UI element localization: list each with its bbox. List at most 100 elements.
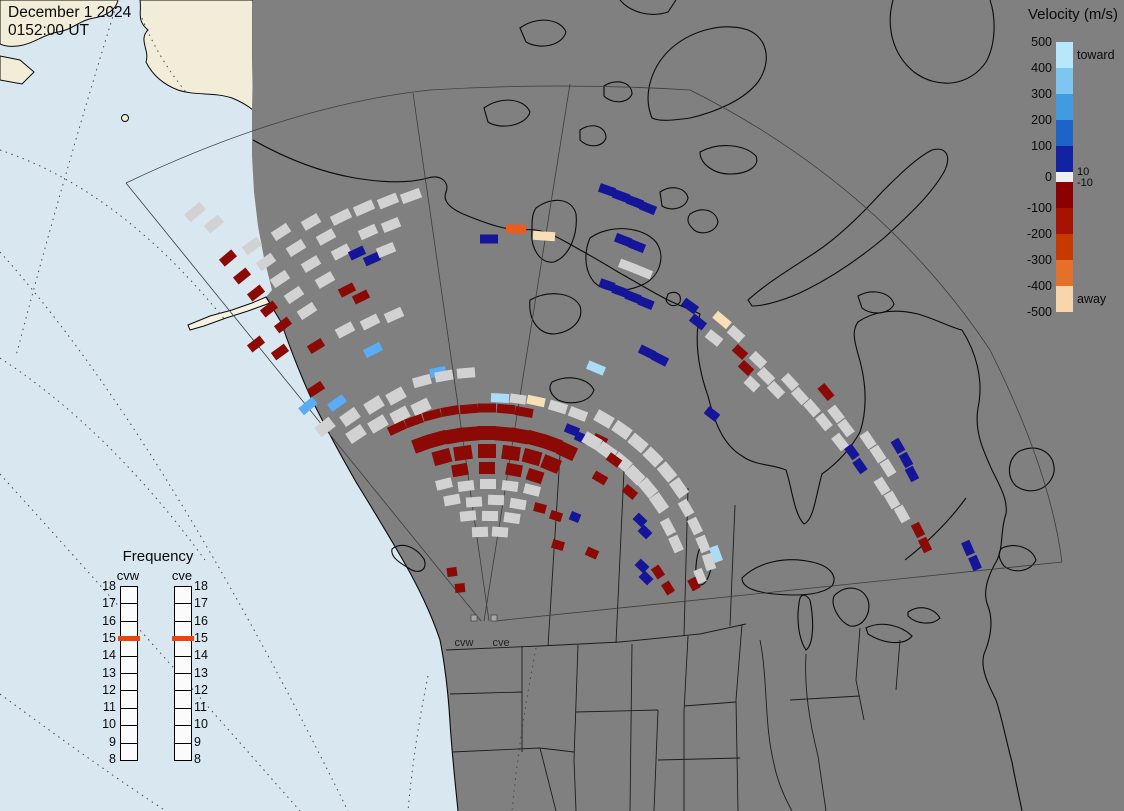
velocity-cell (627, 238, 647, 254)
velocity-cell (910, 521, 926, 539)
colorbar-segment (1056, 182, 1073, 208)
lake-erie (865, 623, 913, 644)
velocity-cell (480, 479, 496, 489)
velocity-cell (632, 264, 654, 280)
frequency-bar (174, 586, 192, 761)
velocity-cell (898, 451, 914, 469)
velocity-cell (246, 284, 266, 302)
baffin-island (747, 148, 949, 307)
velocity-cell (748, 350, 768, 370)
velocity-cell (634, 558, 650, 574)
velocity-cell (478, 444, 496, 458)
lake-michigan (797, 594, 814, 651)
velocity-cell (352, 199, 376, 217)
velocity-cell (548, 509, 564, 523)
velocity-cell (815, 412, 833, 432)
graticule-meridian (407, 675, 429, 811)
radar-site-markers (470, 614, 498, 622)
state-border (575, 709, 659, 713)
frequency-tick-label: 15 (102, 630, 116, 645)
velocity-cell (465, 496, 483, 508)
velocity-tick-label: 400 (1031, 61, 1052, 75)
velocity-cell (337, 282, 357, 298)
frequency-bar-segment (121, 726, 137, 744)
colorbar-segment (1056, 234, 1073, 260)
state-border (653, 709, 659, 811)
velocity-cell (232, 267, 252, 285)
velocity-tick-label: 300 (1031, 87, 1052, 101)
colorbar-segment (1056, 146, 1073, 172)
velocity-cell (399, 187, 423, 205)
colorbar-segment (1056, 120, 1073, 146)
velocity-cell (491, 526, 509, 538)
frequency-tick-label: 18 (194, 579, 208, 593)
velocity-cell (837, 418, 855, 438)
velocity-cell (334, 321, 356, 339)
velocity-cell (648, 492, 670, 514)
velocity-cell (605, 452, 623, 468)
frequency-bar-segment (175, 674, 191, 692)
velocity-cell (496, 403, 516, 415)
velocity-cell (273, 316, 293, 334)
ellesmere-island (647, 26, 767, 121)
velocity-cell (704, 329, 724, 347)
frequency-marker (172, 635, 194, 641)
velocity-cell (270, 222, 292, 242)
velocity-tick-label: -400 (1026, 279, 1052, 293)
velocity-cell (283, 285, 305, 305)
hudson-bay (696, 310, 963, 525)
frequency-tick-label: 16 (194, 613, 208, 628)
velocity-cell (412, 373, 432, 389)
velocity-cell (611, 419, 633, 441)
velocity-cell (726, 324, 746, 344)
velocity-cell (802, 398, 822, 418)
graticule (0, 0, 537, 811)
frequency-bar-segment (175, 744, 191, 760)
frequency-bar-segment (175, 691, 191, 709)
velocity-cell (314, 416, 336, 438)
velocity-cell (859, 430, 877, 450)
velocity-cell (585, 360, 607, 376)
velocity-cell (363, 395, 385, 415)
state-border (759, 639, 793, 811)
newfoundland (1008, 447, 1055, 492)
velocity-cell (844, 443, 860, 461)
frequency-bar-segment (121, 691, 137, 709)
velocity-cell (478, 403, 496, 413)
velocity-cell (246, 335, 266, 353)
velocity-cell (446, 566, 458, 578)
velocity-cell (525, 429, 547, 449)
colorbar-segment (1056, 68, 1073, 94)
great-slave-lake (549, 377, 595, 404)
velocity-cell (613, 232, 633, 248)
velocity-cell (632, 512, 648, 528)
velocity-cell (625, 194, 645, 210)
velocity-cell (968, 554, 982, 572)
velocity-cell (300, 213, 322, 231)
velocity-cell (526, 394, 546, 408)
frequency-tick-label: 17 (194, 596, 208, 611)
velocity-cell (584, 546, 600, 560)
frequency-legend-title: Frequency (122, 548, 194, 565)
frequency-tick-label: 9 (109, 734, 116, 749)
state-border (683, 701, 737, 707)
velocity-cell (550, 539, 566, 551)
velocity-cell (680, 297, 700, 315)
us-canada-border (445, 623, 747, 651)
frequency-tick-label: 13 (194, 665, 208, 680)
velocity-cell (961, 539, 975, 557)
velocity-cell (780, 372, 800, 392)
frequency-tick-label: 8 (109, 752, 116, 766)
velocity-cell (703, 406, 721, 422)
velocity-cell (471, 526, 489, 538)
state-border (573, 644, 579, 811)
state-border (805, 653, 827, 811)
vancouver-island (391, 544, 426, 572)
velocity-cell (490, 393, 510, 403)
velocity-cell (306, 380, 326, 398)
arctic-coast (252, 139, 701, 315)
velocity-cell (487, 494, 505, 506)
velocity-cell (869, 444, 887, 464)
queen-elizabeth-island (579, 125, 607, 147)
frequency-bar-segment (175, 639, 191, 657)
